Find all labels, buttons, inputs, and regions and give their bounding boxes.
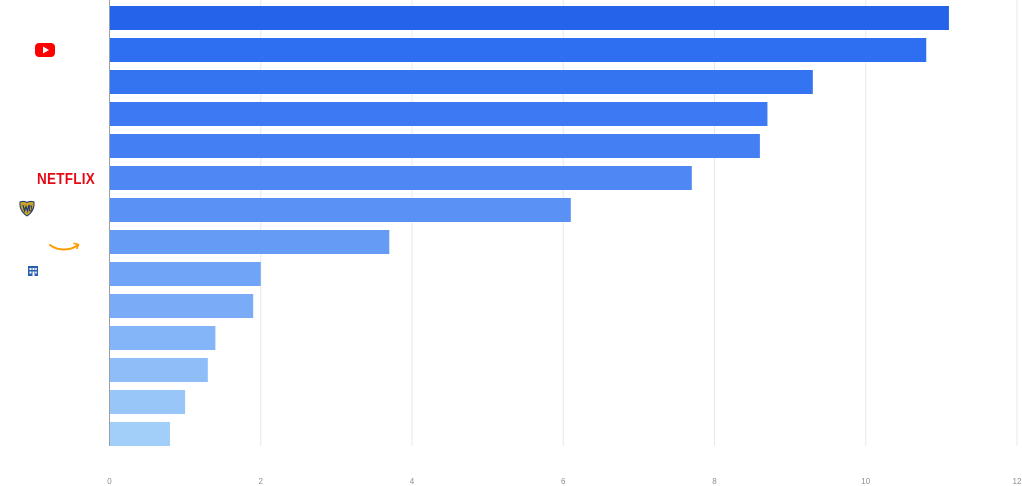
bar — [109, 166, 692, 190]
x-tick-label: 12 — [1013, 477, 1022, 486]
grid-lines — [260, 0, 1018, 446]
bar — [109, 230, 390, 254]
x-axis-ticks: 0 2 4 6 8 10 12 — [107, 477, 1022, 486]
bar — [109, 6, 949, 30]
x-tick-label: 0 — [107, 477, 112, 486]
warner-bros-shield-icon — [19, 200, 35, 217]
bar — [109, 358, 208, 382]
x-tick-label: 6 — [561, 477, 566, 486]
building-icon — [28, 266, 38, 276]
bar — [109, 38, 927, 62]
bar — [109, 198, 571, 222]
bar — [109, 326, 216, 350]
bar — [109, 70, 813, 94]
x-tick-label: 4 — [410, 477, 415, 486]
bar — [109, 134, 760, 158]
bar — [109, 294, 254, 318]
bar — [109, 390, 186, 414]
bar — [109, 102, 768, 126]
bar — [109, 422, 170, 446]
x-tick-label: 10 — [861, 477, 870, 486]
netflix-logo: NETFLIX — [37, 171, 95, 188]
bars — [109, 6, 949, 446]
youtube-icon — [35, 43, 55, 57]
x-tick-label: 2 — [259, 477, 264, 486]
x-tick-label: 8 — [712, 477, 717, 486]
amazon-smile-icon — [49, 242, 80, 251]
bar — [109, 262, 261, 286]
